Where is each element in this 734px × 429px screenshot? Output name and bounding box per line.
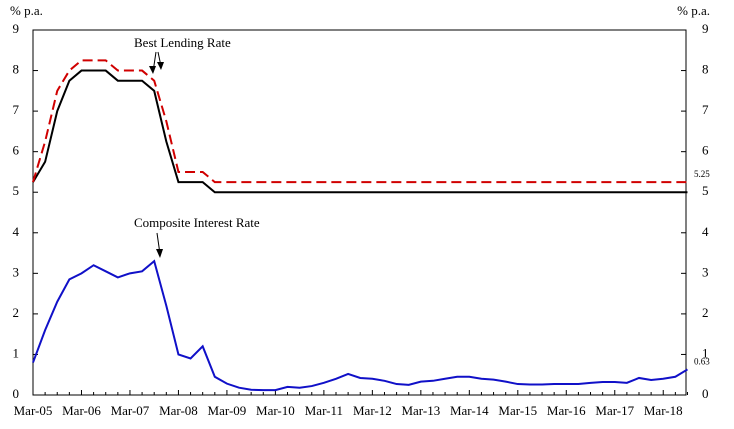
y2-tick-label: 0 (702, 386, 709, 401)
y-tick-label: 2 (13, 305, 20, 320)
y2-tick-label: 9 (702, 21, 709, 36)
y-tick-label: 1 (13, 345, 20, 360)
value-label: 5.25 (694, 169, 710, 179)
arrow-head (156, 249, 163, 258)
annotation: Best Lending Rate (134, 35, 231, 50)
y2-tick-label: 1 (702, 345, 709, 360)
y2-tick-label: 6 (702, 143, 709, 158)
y-tick-label: 9 (13, 21, 20, 36)
series-line (32, 69, 688, 194)
x-tick-label: Mar-15 (498, 403, 537, 418)
x-tick-label: Mar-10 (256, 403, 295, 418)
series-line (32, 259, 688, 392)
y-tick-label: 7 (13, 102, 20, 117)
x-tick-label: Mar-18 (644, 403, 683, 418)
y-tick-label: 8 (13, 62, 20, 77)
y2-axis-label: % p.a. (677, 3, 710, 18)
x-tick-label: Mar-08 (159, 403, 198, 418)
y-tick-label: 0 (13, 386, 20, 401)
x-tick-label: Mar-13 (401, 403, 440, 418)
y2-tick-label: 5 (702, 183, 709, 198)
y2-tick-label: 2 (702, 305, 709, 320)
y-tick-label: 6 (13, 143, 20, 158)
x-tick-label: Mar-14 (450, 403, 489, 418)
x-tick-label: Mar-06 (62, 403, 101, 418)
y2-tick-label: 4 (702, 224, 709, 239)
x-tick-label: Mar-17 (595, 403, 634, 418)
arrow-head (157, 62, 164, 70)
x-tick-label: Mar-05 (14, 403, 53, 418)
y-axis-label: % p.a. (10, 3, 43, 18)
plot-frame (32, 29, 687, 396)
y-tick-label: 4 (13, 224, 20, 239)
x-tick-label: Mar-07 (111, 403, 150, 418)
y2-tick-label: 8 (702, 62, 709, 77)
x-tick-label: Mar-11 (305, 403, 343, 418)
annotation: Composite Interest Rate (134, 215, 260, 230)
x-tick-label: Mar-12 (353, 403, 392, 418)
y2-tick-label: 3 (702, 264, 709, 279)
series-line (32, 59, 688, 184)
value-label: 0.63 (694, 357, 710, 367)
arrow-head (149, 66, 156, 74)
x-tick-label: Mar-16 (547, 403, 586, 418)
y-tick-label: 5 (13, 183, 20, 198)
x-tick-label: Mar-09 (208, 403, 247, 418)
y2-tick-label: 7 (702, 102, 709, 117)
y-tick-label: 3 (13, 264, 20, 279)
